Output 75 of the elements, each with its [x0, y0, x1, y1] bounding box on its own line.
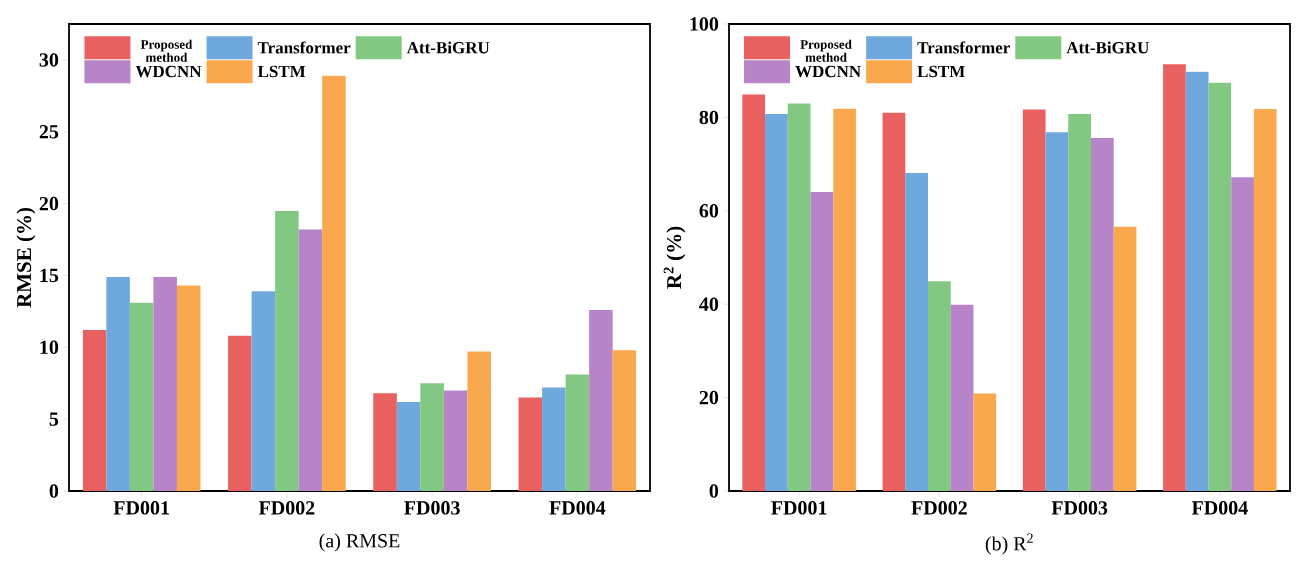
legend-label: LSTM	[257, 65, 306, 78]
bar	[518, 397, 543, 491]
bar	[950, 304, 974, 491]
x-tick-label: FD001	[771, 501, 827, 515]
legend-label: LSTM	[917, 65, 965, 78]
y-tick-label: 5	[49, 412, 59, 426]
bar	[467, 351, 491, 491]
legend-label: Transformer	[917, 41, 1010, 54]
y-tick-label: 40	[699, 297, 719, 311]
bar	[810, 192, 834, 491]
x-tick-label: FD001	[113, 501, 169, 515]
bar	[905, 172, 929, 491]
bar	[1253, 108, 1277, 491]
bar	[153, 276, 177, 491]
bar	[542, 387, 566, 491]
legend-label: Proposed method	[140, 39, 193, 62]
text: (a) RMSE	[319, 533, 400, 552]
y-axis-title: R$^{2}$ (%)	[663, 226, 686, 289]
bar	[322, 75, 346, 491]
x-tick-label: FD004	[549, 501, 606, 515]
bar	[129, 302, 154, 491]
bar	[1022, 109, 1046, 491]
bar	[928, 281, 951, 491]
bar	[742, 94, 766, 491]
bar	[176, 285, 201, 491]
bar	[1231, 177, 1254, 491]
bar	[228, 335, 252, 491]
bar	[106, 276, 130, 491]
y-tick-label: 100	[690, 17, 719, 31]
bar	[765, 114, 788, 491]
legend-label: Transformer	[257, 41, 351, 54]
y-tick-label: 80	[699, 110, 719, 125]
legend-label: Proposed method	[800, 39, 852, 62]
y-tick-label: 30	[39, 53, 59, 67]
bar	[443, 390, 468, 491]
bar	[373, 393, 397, 491]
y-tick-label: 0	[709, 484, 719, 498]
bar	[1185, 71, 1209, 491]
x-tick-label: FD003	[404, 501, 460, 515]
bar	[833, 108, 856, 491]
y-tick-label: 25	[39, 125, 59, 139]
bar	[1068, 114, 1091, 491]
bar	[973, 393, 997, 491]
bar	[275, 210, 299, 491]
y-tick-label: 10	[40, 340, 59, 355]
bar	[612, 350, 637, 491]
y-tick-label: 15	[40, 268, 59, 283]
x-tick-label: FD004	[1191, 501, 1248, 515]
text: (b) R$^{2}$	[985, 533, 1033, 555]
y-tick-label: 20	[39, 196, 59, 211]
bar	[882, 112, 906, 491]
bar	[396, 401, 421, 491]
bar	[82, 330, 107, 491]
bar	[1208, 82, 1232, 491]
y-axis-title: RMSE (%)	[16, 207, 36, 308]
bar	[1163, 64, 1186, 491]
bar	[1113, 226, 1137, 491]
x-tick-label: FD002	[258, 501, 315, 515]
y-tick-label: 0	[49, 484, 59, 498]
bar	[1090, 137, 1114, 491]
bar	[1045, 132, 1069, 491]
legend-label: WDCNN	[135, 65, 202, 78]
legend-label: WDCNN	[795, 65, 861, 78]
bar	[251, 291, 276, 491]
x-tick-label: FD003	[1051, 501, 1108, 515]
y-tick-label: 60	[699, 204, 719, 218]
legend-label: Att-BiGRU	[1066, 41, 1149, 54]
bar	[787, 103, 811, 491]
legend-label: Att-BiGRU	[406, 41, 490, 54]
bar	[589, 309, 613, 491]
y-tick-label: 20	[699, 390, 719, 405]
bar	[420, 383, 444, 491]
x-tick-label: FD002	[911, 501, 967, 515]
bar	[298, 229, 323, 491]
bar	[565, 374, 590, 491]
